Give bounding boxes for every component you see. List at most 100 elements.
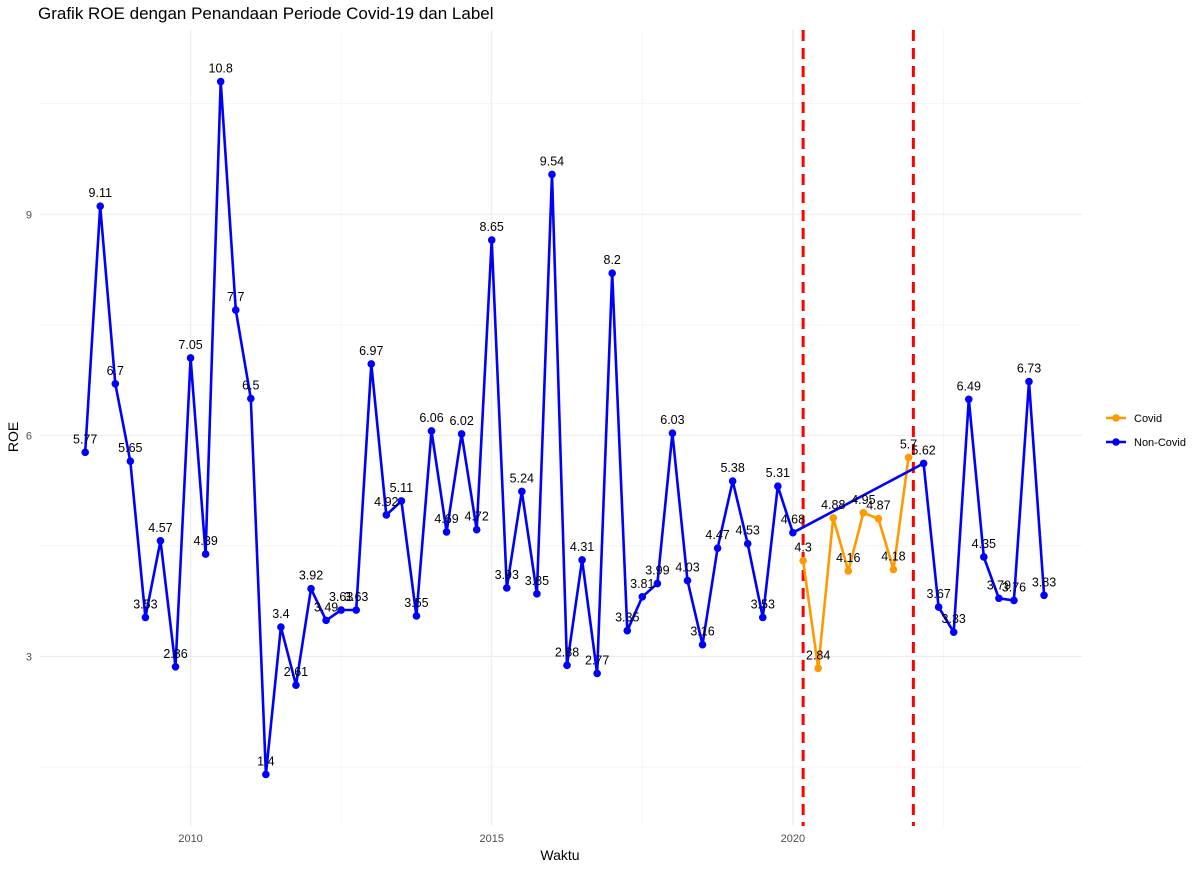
data-label-non-covid: 3.83 [1032, 575, 1056, 589]
data-label-non-covid: 3.85 [525, 574, 549, 588]
data-point-non-covid [307, 584, 315, 593]
data-point-non-covid [1040, 591, 1048, 600]
data-label-non-covid: 3.63 [329, 590, 353, 604]
data-point-covid [904, 453, 913, 462]
data-label-non-covid: 8.65 [480, 220, 504, 234]
data-point-covid [799, 556, 807, 565]
data-label-non-covid: 10.8 [209, 62, 233, 76]
y-tick-label: 9 [26, 209, 32, 221]
data-label-non-covid: 3.81 [630, 577, 654, 591]
data-point-non-covid [322, 616, 330, 625]
data-label-non-covid: 6.7 [107, 364, 124, 378]
data-label-non-covid: 3.16 [690, 625, 714, 639]
data-point-non-covid [231, 306, 240, 314]
data-label-covid: 5.7 [900, 437, 917, 451]
data-label-non-covid: 9.11 [89, 186, 112, 200]
data-label-non-covid: 2.86 [163, 647, 187, 661]
data-label-covid: 4.16 [836, 551, 860, 565]
data-point-non-covid [171, 663, 180, 671]
data-label-non-covid: 8.2 [604, 253, 621, 267]
data-point-non-covid [111, 379, 120, 388]
data-label-covid: 4.88 [821, 498, 845, 512]
data-point-non-covid [949, 628, 958, 636]
data-point-non-covid [292, 681, 300, 690]
data-label-covid: 2.84 [806, 648, 830, 662]
data-label-non-covid: 3.93 [495, 568, 519, 582]
data-point-non-covid [382, 511, 391, 519]
data-label-non-covid: 6.06 [419, 411, 443, 425]
data-point-non-covid [472, 525, 481, 534]
y-tick-label: 3 [26, 651, 32, 663]
data-point-non-covid [698, 640, 707, 649]
data-label-non-covid: 4.69 [434, 512, 458, 526]
grid-minor [40, 30, 1082, 826]
data-label-non-covid: 2.61 [284, 665, 308, 679]
data-label-covid: 4.87 [866, 499, 890, 513]
data-point-non-covid [728, 477, 737, 485]
data-label-non-covid: 5.38 [720, 461, 744, 475]
data-point-non-covid [578, 556, 586, 564]
data-label-non-covid: 6.97 [359, 344, 383, 358]
data-point-non-covid [126, 457, 135, 465]
data-point-non-covid [934, 603, 943, 611]
data-point-non-covid [502, 584, 511, 592]
data-point-non-covid [518, 487, 526, 496]
x-tick-label: 2015 [479, 833, 503, 845]
data-label-non-covid: 3.49 [314, 600, 338, 614]
data-point-non-covid [1025, 377, 1033, 386]
data-point-covid [829, 514, 838, 522]
data-label-non-covid: 1.4 [257, 754, 274, 768]
y-axis-title: ROE [5, 422, 21, 452]
data-label-non-covid: 3.63 [344, 590, 368, 604]
data-label-non-covid: 7.7 [227, 290, 244, 304]
series-line-non-covid [83, 80, 1046, 776]
data-point-non-covid [262, 770, 270, 779]
data-label-non-covid: 9.54 [540, 154, 564, 168]
data-point-non-covid [216, 77, 225, 86]
data-label-non-covid: 4.92 [374, 495, 398, 509]
data-point-non-covid [623, 626, 632, 635]
data-point-non-covid [533, 590, 541, 598]
data-label-non-covid: 2.88 [555, 645, 579, 659]
legend-key-point [1112, 438, 1120, 446]
data-point-non-covid [96, 202, 105, 210]
data-point-covid [844, 567, 853, 575]
data-point-non-covid [758, 613, 767, 622]
data-point-non-covid [653, 579, 662, 588]
data-label-non-covid: 5.11 [390, 481, 413, 495]
data-point-non-covid [367, 360, 376, 368]
data-point-non-covid [442, 528, 451, 536]
data-point-non-covid [638, 592, 647, 601]
data-point-non-covid [980, 553, 988, 561]
data-point-non-covid [608, 269, 616, 278]
data-label-non-covid: 6.5 [242, 379, 259, 393]
data-point-non-covid [397, 497, 406, 505]
data-label-non-covid: 4.53 [736, 524, 760, 538]
data-label-non-covid: 5.31 [766, 466, 790, 480]
data-label-non-covid: 3.55 [404, 596, 428, 610]
data-point-non-covid [412, 612, 421, 620]
data-label-non-covid: 3.53 [751, 597, 775, 611]
data-point-non-covid [713, 544, 722, 552]
data-point-non-covid [995, 594, 1003, 603]
data-point-covid [814, 664, 822, 673]
series-line-covid [801, 457, 910, 670]
data-point-covid [889, 565, 898, 574]
data-label-non-covid: 6.02 [449, 414, 473, 428]
data-label-non-covid: 4.31 [570, 540, 594, 554]
data-label-non-covid: 3.99 [645, 564, 669, 578]
data-label-non-covid: 3.79 [987, 578, 1011, 592]
data-label-non-covid: 3.35 [615, 611, 639, 625]
data-label-non-covid: 4.72 [465, 510, 489, 524]
data-label-non-covid: 7.05 [178, 338, 202, 352]
data-point-covid [874, 514, 883, 523]
data-label-non-covid: 5.62 [911, 443, 935, 457]
data-point-non-covid [563, 661, 571, 670]
data-point-non-covid [487, 236, 496, 244]
data-point-non-covid [683, 576, 692, 585]
series-layer [81, 77, 1048, 779]
data-point-non-covid [668, 429, 677, 437]
data-labels: 4.3 2.84 4.88 4.16 4.954.87 4.18 5.7 5.77 9.11 6.… [73, 62, 1056, 769]
data-point-non-covid [337, 606, 345, 614]
data-label-non-covid: 3.33 [942, 612, 966, 626]
